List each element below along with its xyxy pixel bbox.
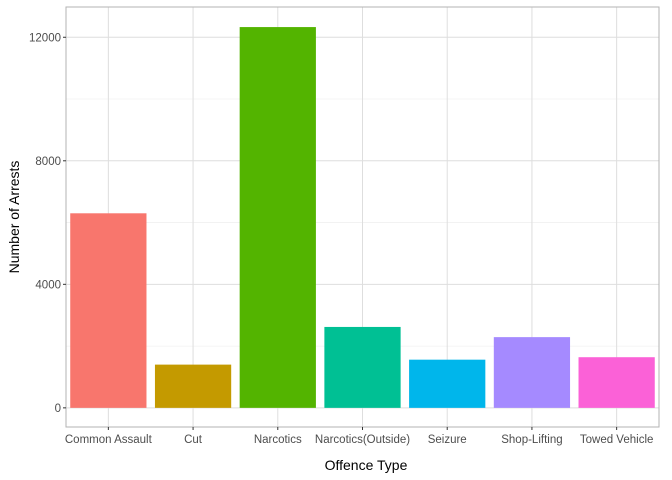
- x-tick-label: Common Assault: [65, 434, 153, 446]
- x-tick-label: Narcotics(Outside): [315, 434, 410, 446]
- bar-seizure: [409, 359, 486, 408]
- bar-narcotics-outside: [324, 326, 401, 408]
- bar-towed-vehicle: [578, 357, 655, 408]
- y-axis: 0 4000 8000 12000: [29, 32, 66, 415]
- y-tick-label: 12000: [29, 32, 61, 44]
- y-tick-label: 0: [55, 403, 61, 415]
- bar-narcotics: [239, 27, 316, 408]
- x-tick-label: Seizure: [428, 434, 467, 446]
- x-tick-label: Narcotics: [254, 434, 302, 446]
- bars: [70, 27, 655, 408]
- x-axis-title: Offence Type: [325, 457, 408, 473]
- bar-cut: [154, 364, 232, 408]
- x-tick-label: Towed Vehicle: [580, 434, 654, 446]
- x-axis: Common Assault Cut Narcotics Narcotics(Outs…: [65, 427, 654, 446]
- y-axis-title: Number of Arrests: [6, 161, 22, 274]
- bar-shop-lifting: [493, 337, 571, 408]
- y-tick-label: 8000: [35, 156, 61, 168]
- bar-common-assault: [70, 213, 147, 408]
- x-tick-label: Cut: [184, 434, 203, 446]
- x-tick-label: Shop-Lifting: [501, 434, 562, 446]
- y-tick-label: 4000: [35, 279, 61, 291]
